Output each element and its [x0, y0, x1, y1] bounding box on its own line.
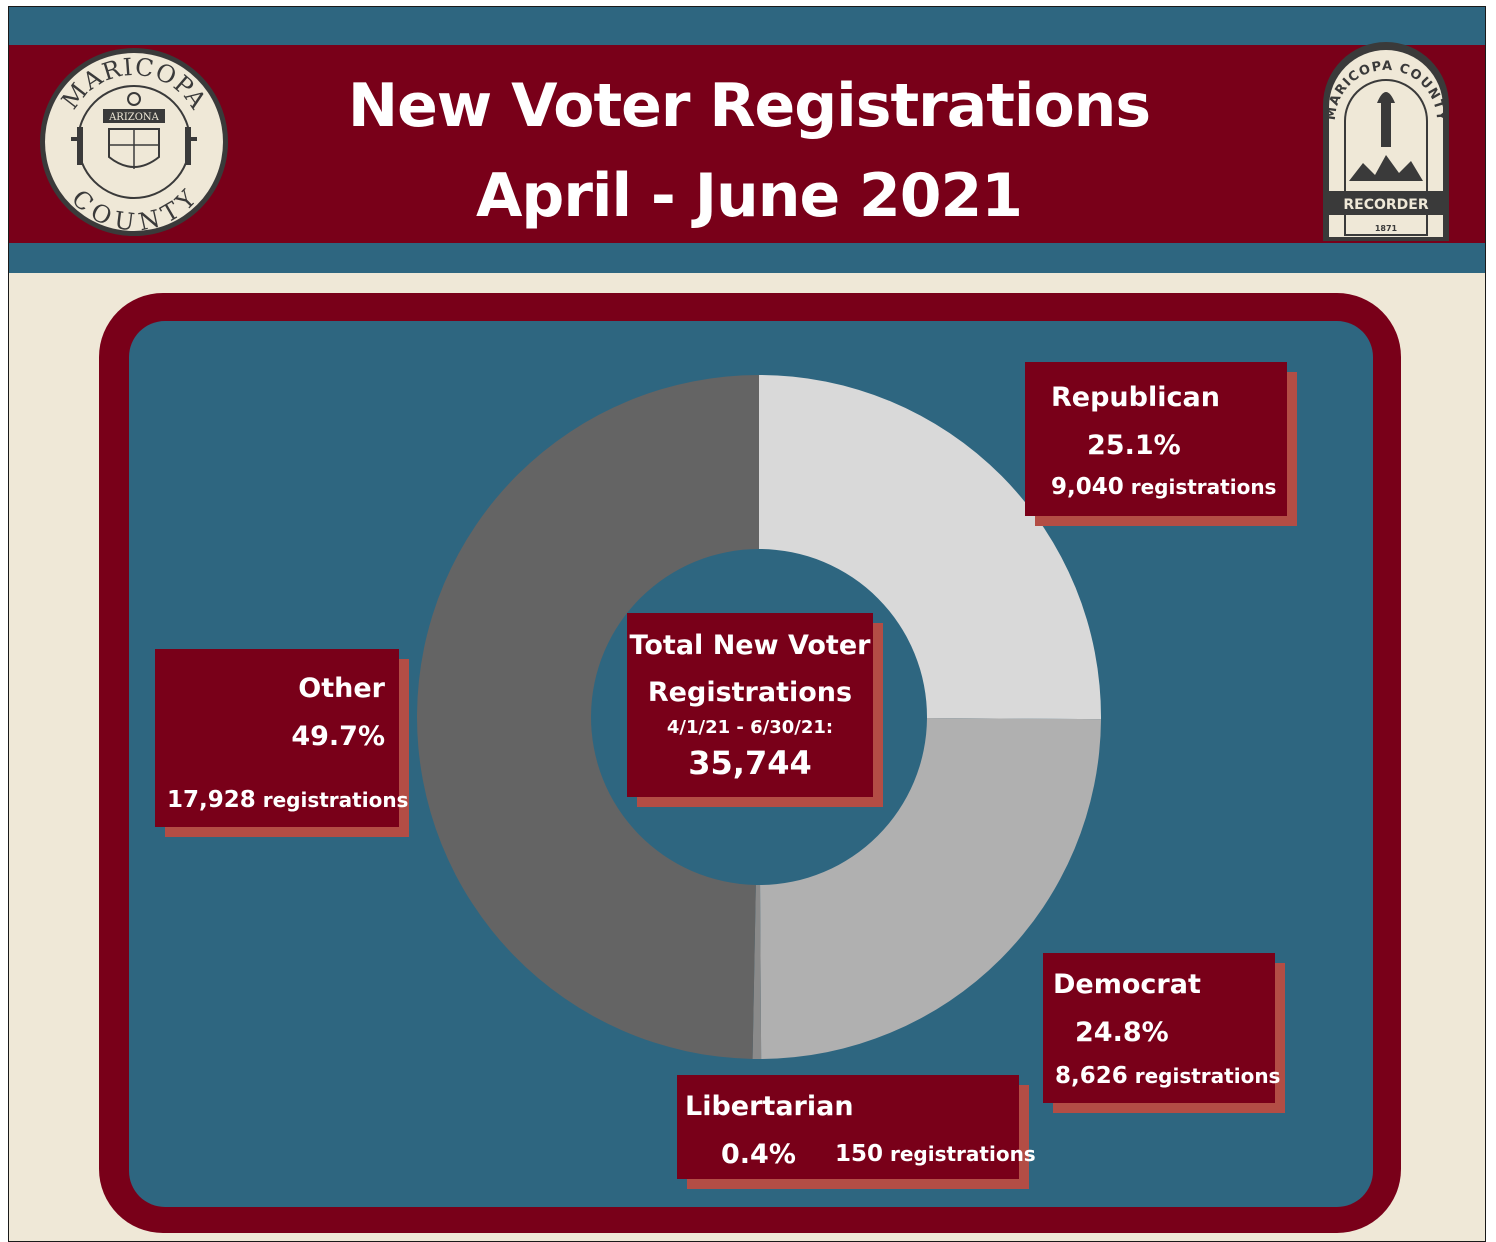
total-box: Total New Voter Registrations 4/1/21 - 6…: [627, 613, 873, 797]
democrat-unit: registrations: [1134, 1064, 1281, 1088]
republican-count: 9,040: [1051, 474, 1124, 500]
recorder-seal-banner: RECORDER: [1343, 197, 1428, 213]
republican-party: Republican: [1051, 382, 1220, 413]
democrat-percent: 24.8%: [1075, 1017, 1169, 1048]
header-bottom-band: [9, 243, 1485, 273]
top-band: [9, 7, 1485, 45]
slice-democrat: [760, 718, 1101, 1059]
total-title-line-1: Total New Voter: [629, 630, 871, 661]
democrat-party: Democrat: [1053, 969, 1201, 1000]
seal-state-text: ARIZONA: [108, 112, 160, 123]
slice-republican: [759, 375, 1101, 720]
label-republican: Republican 25.1% 9,040 registrations: [1025, 362, 1287, 516]
republican-percent: 25.1%: [1087, 430, 1181, 461]
page-title: New Voter Registrations April - June 202…: [259, 61, 1239, 241]
other-count: 17,928: [167, 787, 256, 813]
democrat-count: 8,626: [1055, 1063, 1128, 1089]
libertarian-party: Libertarian: [685, 1091, 854, 1122]
total-title-line-2: Registrations: [647, 677, 853, 708]
slice-libertarian: [752, 884, 762, 1059]
libertarian-percent: 0.4%: [721, 1139, 796, 1170]
title-line-2: April - June 2021: [475, 161, 1023, 231]
republican-unit: registrations: [1130, 475, 1277, 499]
label-other: Other 49.7% 17,928 registrations: [155, 649, 408, 827]
libertarian-count: 150: [835, 1141, 884, 1167]
other-unit: registrations: [262, 788, 409, 812]
header-banner: [9, 45, 1485, 243]
infographic-frame: MARICOPA COUNTY ARIZONA New Voter Regist…: [8, 6, 1486, 1242]
other-percent: 49.7%: [291, 721, 385, 752]
label-libertarian: Libertarian 0.4% 150 registrations: [677, 1075, 1036, 1179]
libertarian-count-line: 150 registrations: [835, 1141, 1036, 1167]
label-democrat: Democrat 24.8% 8,626 registrations: [1043, 953, 1280, 1103]
maricopa-county-seal: MARICOPA COUNTY ARIZONA: [40, 48, 228, 237]
total-count: 35,744: [688, 744, 812, 782]
title-line-1: New Voter Registrations: [347, 71, 1151, 141]
county-recorder-seal: MARICOPA COUNTY RECORDER 1871: [1323, 42, 1449, 241]
libertarian-unit: registrations: [889, 1142, 1036, 1166]
democrat-count-line: 8,626 registrations: [1055, 1063, 1280, 1089]
total-date-range: 4/1/21 - 6/30/21:: [666, 717, 834, 738]
other-count-line: 17,928 registrations: [167, 787, 408, 813]
other-party: Other: [298, 673, 385, 704]
slice-other: [416, 375, 759, 1059]
donut-chart: [416, 375, 1101, 1059]
recorder-seal-year: 1871: [1375, 224, 1398, 233]
republican-count-line: 9,040 registrations: [1051, 474, 1276, 500]
